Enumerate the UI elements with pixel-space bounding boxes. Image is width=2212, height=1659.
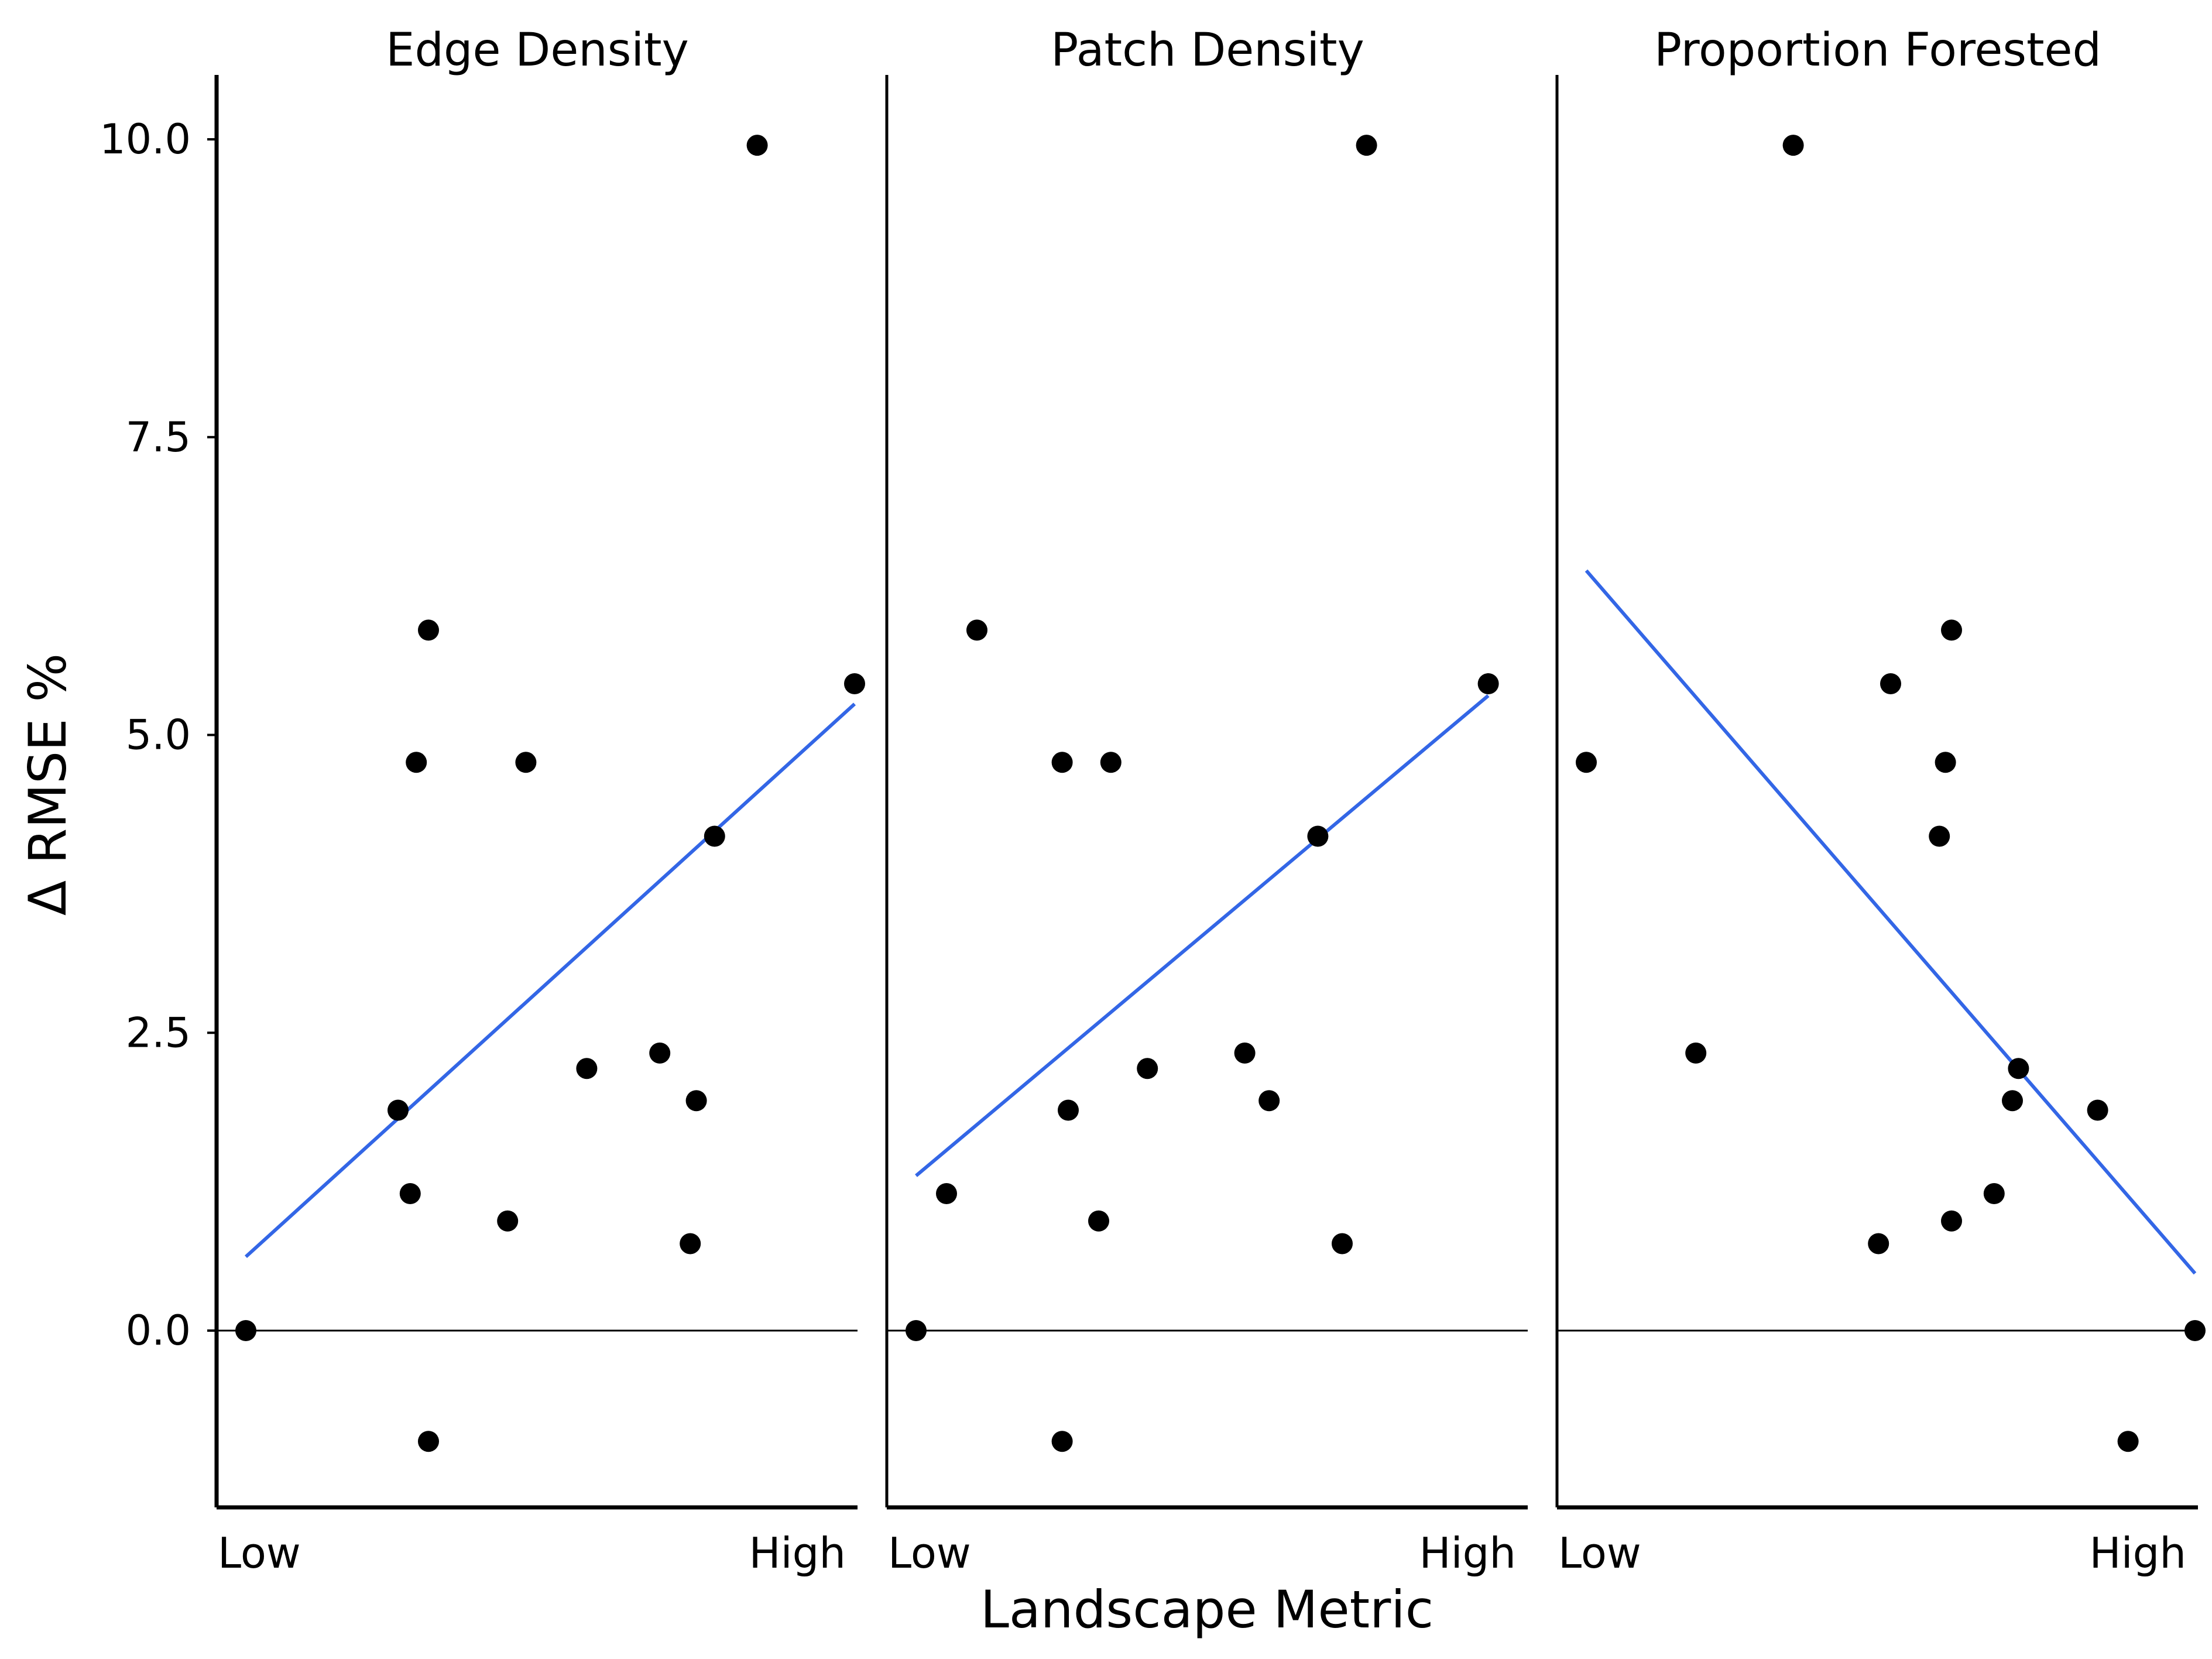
data-point: [1868, 1233, 1889, 1254]
data-point: [497, 1210, 519, 1232]
data-point: [704, 825, 725, 847]
data-point: [936, 1182, 957, 1204]
panel-2: Proportion Forested Low High: [1555, 24, 2206, 1578]
panel-1: Patch Density Low High: [885, 24, 1528, 1578]
fit-line: [915, 694, 1490, 1177]
data-point: [1058, 1099, 1079, 1121]
panel-0: Edge Density Low High: [214, 24, 865, 1578]
data-point: [1356, 135, 1377, 156]
data-point: [1051, 1431, 1073, 1452]
data-point: [649, 1042, 671, 1064]
data-point: [906, 1320, 927, 1341]
data-point: [2117, 1431, 2139, 1452]
data-point: [2002, 1090, 2023, 1112]
data-point: [1137, 1058, 1158, 1079]
x-tick-label-high: High: [749, 1528, 846, 1578]
data-point: [1477, 673, 1499, 694]
data-point: [2184, 1320, 2206, 1341]
data-point: [1234, 1042, 1256, 1064]
data-point: [1258, 1090, 1280, 1112]
data-point: [418, 619, 439, 641]
data-point: [387, 1099, 409, 1121]
x-axis-title: Landscape Metric: [980, 1579, 1433, 1640]
data-point: [406, 752, 427, 773]
data-point: [844, 673, 865, 694]
panel-title: Edge Density: [386, 24, 689, 77]
y-tick-label: 10.0: [100, 115, 191, 163]
data-point: [2008, 1058, 2029, 1079]
data-point: [1880, 673, 1901, 694]
fit-line: [1585, 569, 2197, 1275]
fit-line: [244, 702, 856, 1259]
data-point: [685, 1090, 707, 1112]
data-point: [1782, 135, 1804, 156]
y-axis: 0.0 2.5 5.0 7.5 10.0: [100, 115, 217, 1355]
x-tick-label-low: Low: [888, 1528, 971, 1578]
y-tick-label: 7.5: [126, 413, 191, 461]
data-point: [399, 1182, 421, 1204]
y-tick-label: 2.5: [126, 1009, 191, 1057]
data-point: [235, 1320, 256, 1341]
data-point: [576, 1058, 598, 1079]
data-point: [1685, 1042, 1707, 1064]
data-point: [1307, 825, 1329, 847]
data-point: [746, 135, 768, 156]
data-point: [2087, 1099, 2108, 1121]
data-point: [680, 1233, 701, 1254]
data-point: [1935, 752, 1956, 773]
y-tick-label: 5.0: [126, 711, 191, 759]
x-tick-label-low: Low: [218, 1528, 301, 1578]
data-point: [1941, 1210, 1962, 1232]
data-point: [1929, 825, 1950, 847]
data-point: [1576, 752, 1597, 773]
panel-title: Proportion Forested: [1654, 24, 2101, 77]
data-point: [1983, 1182, 2005, 1204]
y-axis-title: Δ RMSE %: [18, 653, 78, 916]
data-point: [1088, 1210, 1109, 1232]
x-tick-label-high: High: [1419, 1528, 1516, 1578]
data-point: [966, 619, 987, 641]
data-point: [515, 752, 537, 773]
x-tick-label-low: Low: [1558, 1528, 1641, 1578]
data-point: [1100, 752, 1122, 773]
y-tick-label: 0.0: [126, 1307, 191, 1355]
data-point: [1051, 752, 1073, 773]
x-tick-label-high: High: [2090, 1528, 2186, 1578]
data-point: [1332, 1233, 1353, 1254]
data-point: [418, 1431, 439, 1452]
panel-title: Patch Density: [1051, 24, 1364, 77]
data-point: [1941, 619, 1962, 641]
